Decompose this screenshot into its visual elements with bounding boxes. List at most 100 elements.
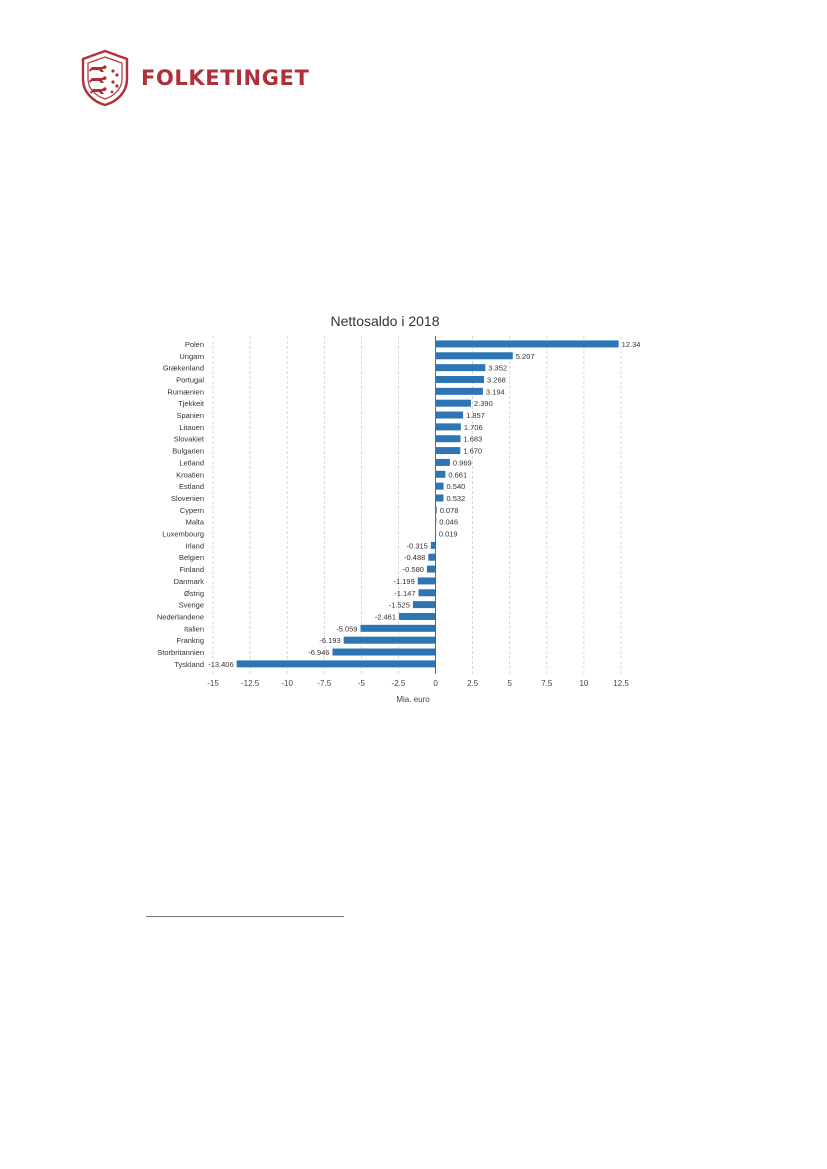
value-label: -2.461 <box>375 612 396 621</box>
bar <box>417 577 436 585</box>
category-label: Malta <box>186 518 205 527</box>
value-label: 1.706 <box>464 423 483 432</box>
bar <box>435 399 472 407</box>
bar <box>426 565 436 573</box>
value-label: -0.580 <box>403 565 424 574</box>
logo-text: FOLKETINGET <box>141 66 310 90</box>
category-label: Luxembourg <box>162 530 204 539</box>
bar <box>435 458 450 466</box>
value-label: -0.488 <box>404 553 425 562</box>
value-label: 2.390 <box>474 399 493 408</box>
value-label: 0.540 <box>447 482 466 491</box>
x-tick-label: 10 <box>579 679 588 688</box>
x-tick-label: -2.5 <box>392 679 406 688</box>
bar <box>399 612 436 620</box>
bar <box>435 482 444 490</box>
value-label: 0.969 <box>453 458 472 467</box>
value-label: -1.147 <box>394 589 415 598</box>
bar <box>360 624 436 632</box>
category-label: Ungarn <box>179 352 204 361</box>
bar <box>435 411 464 419</box>
value-label: -1.199 <box>393 577 414 586</box>
value-label: 0.019 <box>439 530 458 539</box>
folketinget-crest-icon <box>81 49 129 107</box>
category-label: Tjekkeit <box>178 399 205 408</box>
value-label: 3.352 <box>488 364 507 373</box>
bars <box>236 340 619 668</box>
bar <box>435 518 437 526</box>
value-label: 1.670 <box>463 447 482 456</box>
bar <box>332 648 436 656</box>
category-label: Slovakiet <box>174 435 205 444</box>
bar <box>435 375 485 383</box>
chart-title: Nettosaldo i 2018 <box>331 313 440 329</box>
x-tick-label: 0 <box>433 679 438 688</box>
x-axis-label: Mia. euro <box>396 695 430 704</box>
category-label: Sverige <box>179 601 204 610</box>
x-tick-label: -15 <box>207 679 219 688</box>
chart: Nettosaldo i 2018 Polen Ungarn Grækenland P… <box>130 305 640 705</box>
category-label: Belgien <box>179 553 204 562</box>
category-label: Portugal <box>176 375 204 384</box>
category-label: Storbritannien <box>157 648 204 657</box>
value-labels: 12.343 5.207 3.352 3.268 3.194 2.390 1.857 1.70… <box>208 340 640 669</box>
bar-chart: Nettosaldo i 2018 PolenUngarnGrækenlandP… <box>157 313 640 704</box>
bar <box>435 470 446 478</box>
x-tick-label: 5 <box>508 679 513 688</box>
bar <box>236 660 436 668</box>
bar <box>435 530 437 538</box>
category-label: Tyskland <box>174 660 204 669</box>
value-label: 3.268 <box>487 375 506 384</box>
category-label: Frankrig <box>176 636 204 645</box>
bar <box>435 340 619 348</box>
x-tick-label: 12.5 <box>613 679 629 688</box>
category-label: Cypern <box>180 506 204 515</box>
value-label: -6.193 <box>319 636 340 645</box>
category-label: Litauen <box>179 423 204 432</box>
bar <box>435 364 486 372</box>
gridlines <box>212 336 622 674</box>
value-label: 1.683 <box>464 435 483 444</box>
bar <box>435 494 444 502</box>
value-label: 0.661 <box>448 470 467 479</box>
bar <box>412 601 436 609</box>
x-tick-label: 7.5 <box>541 679 553 688</box>
category-label: Bulgarien <box>172 447 204 456</box>
value-label: -1.525 <box>389 601 410 610</box>
value-label: 5.207 <box>516 352 535 361</box>
bar <box>435 423 461 431</box>
x-tick-label: -12.5 <box>241 679 260 688</box>
category-label: Estland <box>179 482 204 491</box>
value-label: -13.406 <box>208 660 233 669</box>
x-tick-label: -10 <box>281 679 293 688</box>
x-tick-label: 2.5 <box>467 679 479 688</box>
category-labels: Polen Ungarn Grækenland Portugal Rumænien Tje… <box>157 340 205 669</box>
x-tick-labels: -15 -12.5 -10 -7.5 -5 -2.5 0 2.5 5 7.5 10 12.5 <box>207 679 629 688</box>
category-label: Spanien <box>176 411 204 420</box>
category-label: Danmark <box>174 577 205 586</box>
bar <box>428 553 436 561</box>
folketinget-logo: FOLKETINGET <box>79 48 309 108</box>
bar <box>435 506 437 514</box>
value-label: 0.078 <box>440 506 459 515</box>
bar <box>435 447 461 455</box>
category-label: Italien <box>184 624 204 633</box>
category-label: Østrig <box>184 589 204 598</box>
value-label: 3.194 <box>486 387 505 396</box>
footnote-divider <box>146 916 344 917</box>
bar <box>435 435 461 443</box>
x-tick-label: -5 <box>358 679 366 688</box>
category-label: Rumænien <box>167 387 204 396</box>
category-label: Polen <box>185 340 204 349</box>
x-tick-label: -7.5 <box>317 679 331 688</box>
value-label: 12.343 <box>622 340 640 349</box>
value-label: 0.532 <box>446 494 465 503</box>
category-label: Letland <box>179 458 204 467</box>
value-label: -6.946 <box>308 648 329 657</box>
value-label: -5.059 <box>336 624 357 633</box>
bar <box>435 387 483 395</box>
category-label: Finland <box>179 565 204 574</box>
bar <box>430 541 436 549</box>
value-label: 0.046 <box>439 518 458 527</box>
category-label: Irland <box>185 541 204 550</box>
